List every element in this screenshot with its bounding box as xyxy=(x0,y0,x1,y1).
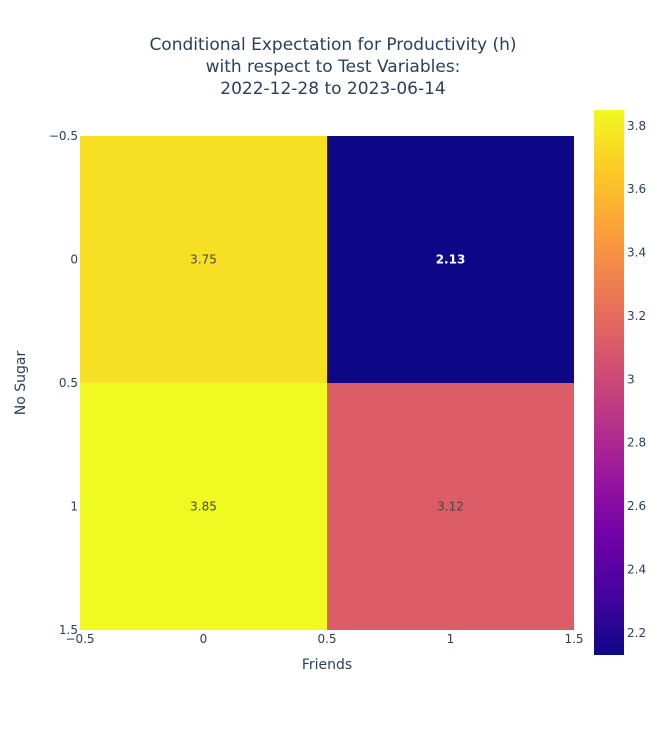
y-tick-label: 1.5 xyxy=(59,623,78,637)
heatmap-cell-r0-c1[interactable] xyxy=(327,136,574,383)
colorbar-tick-label: 3 xyxy=(627,372,635,386)
colorbar-tick-label: 3.6 xyxy=(627,182,646,196)
colorbar-tick-label: 2.8 xyxy=(627,436,646,450)
chart-title: Conditional Expectation for Productivity… xyxy=(149,35,516,99)
y-axis-ticks: −0.5 0 0.5 1 1.5 xyxy=(49,129,78,637)
cell-value-label: 3.85 xyxy=(190,500,217,514)
chart-title-line-2: with respect to Test Variables: xyxy=(206,57,461,77)
colorbar-tick-label: 2.2 xyxy=(627,626,646,640)
heatmap-cell-r1-c1[interactable] xyxy=(327,383,574,630)
heatmap-cell-labels: 3.75 2.13 3.85 3.12 xyxy=(190,253,465,514)
heatmap-cell-r1-c0[interactable] xyxy=(80,383,327,630)
colorbar-tick-label: 2.4 xyxy=(627,562,646,576)
colorbar-strip xyxy=(594,110,624,655)
colorbar: 2.2 2.4 2.6 2.8 3 3.2 3.4 3.6 3.8 xyxy=(594,110,646,655)
x-axis-title: Friends xyxy=(302,657,352,673)
y-tick-label: −0.5 xyxy=(49,129,78,143)
y-axis-title: No Sugar xyxy=(13,351,29,416)
chart-title-line-1: Conditional Expectation for Productivity… xyxy=(149,35,516,55)
y-tick-label: 1 xyxy=(70,500,78,514)
x-tick-label: 1.5 xyxy=(564,632,583,646)
colorbar-tick-label: 3.8 xyxy=(627,119,646,133)
heatmap-cells xyxy=(80,136,574,630)
x-axis-ticks: −0.5 0 0.5 1 1.5 xyxy=(65,632,583,646)
chart-title-line-3: 2022-12-28 to 2023-06-14 xyxy=(220,79,445,99)
colorbar-tick-label: 3.2 xyxy=(627,309,646,323)
colorbar-tick-label: 3.4 xyxy=(627,246,646,260)
x-tick-label: 0 xyxy=(200,632,208,646)
colorbar-ticks: 2.2 2.4 2.6 2.8 3 3.2 3.4 3.6 3.8 xyxy=(627,119,646,640)
y-tick-label: 0 xyxy=(70,253,78,267)
x-tick-label: −0.5 xyxy=(65,632,94,646)
cell-value-label: 2.13 xyxy=(436,253,466,267)
x-tick-label: 0.5 xyxy=(317,632,336,646)
x-tick-label: 1 xyxy=(447,632,455,646)
cell-value-label: 3.75 xyxy=(190,253,217,267)
colorbar-tick-label: 2.6 xyxy=(627,499,646,513)
cell-value-label: 3.12 xyxy=(437,500,464,514)
y-tick-label: 0.5 xyxy=(59,376,78,390)
heatmap-cell-r0-c0[interactable] xyxy=(80,136,327,383)
